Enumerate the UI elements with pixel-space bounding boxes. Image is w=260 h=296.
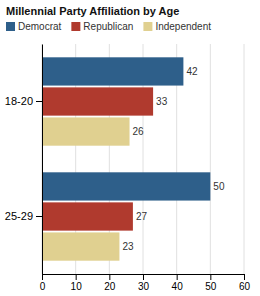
tick-label: 10 xyxy=(71,281,83,292)
tick-mark xyxy=(36,101,42,102)
grid-line xyxy=(244,44,245,274)
tick: 18-20 xyxy=(5,95,42,107)
tick-mark xyxy=(76,274,77,280)
tick-mark xyxy=(244,274,245,280)
grid xyxy=(42,44,244,274)
tick-label: 50 xyxy=(205,281,217,292)
tick: 60 xyxy=(239,274,251,292)
tick-mark xyxy=(109,274,110,280)
tick-label: 20 xyxy=(104,281,116,292)
x-axis: 0 10 20 30 40 50 60 xyxy=(40,274,251,292)
legend-label: Democrat xyxy=(18,21,62,32)
tick: 40 xyxy=(172,274,184,292)
tick-label: 0 xyxy=(40,281,46,292)
legend-item: Democrat xyxy=(6,21,62,32)
chart: Millennial Party Affiliation by Age Democ… xyxy=(0,0,260,296)
bars xyxy=(42,57,210,260)
tick-mark xyxy=(210,274,211,280)
data-label: 33 xyxy=(156,96,168,107)
tick: 30 xyxy=(138,274,150,292)
tick: 50 xyxy=(205,274,217,292)
data-label: 42 xyxy=(186,66,198,77)
tick-label: 30 xyxy=(138,281,150,292)
tick: 25-29 xyxy=(5,210,42,222)
bar xyxy=(42,87,153,115)
legend-item: Independent xyxy=(143,21,211,32)
bar xyxy=(42,117,130,145)
data-label: 23 xyxy=(122,241,134,252)
title: Millennial Party Affiliation by Age xyxy=(6,5,179,17)
bar xyxy=(42,57,183,85)
data-label: 50 xyxy=(213,181,225,192)
tick-mark xyxy=(42,274,43,280)
bar xyxy=(42,202,133,230)
tick-label: 25-29 xyxy=(5,210,33,222)
legend-swatch xyxy=(143,22,152,31)
plot: 42 50 33 27 26 23 0 10 20 30 40 50 60 18-20 25-29 xyxy=(5,44,251,292)
legend-item: Republican xyxy=(71,21,133,32)
axis-line xyxy=(43,275,245,281)
tick-label: 60 xyxy=(239,281,251,292)
legend-label: Independent xyxy=(155,21,211,32)
tick: 20 xyxy=(104,274,116,292)
tick-mark xyxy=(177,274,178,280)
legend: Democrat Republican Independent xyxy=(6,21,211,32)
tick-label: 40 xyxy=(172,281,184,292)
data-label: 27 xyxy=(136,211,148,222)
tick: 10 xyxy=(71,274,83,292)
tick: 0 xyxy=(40,274,46,292)
grid-line xyxy=(42,44,43,274)
tick-mark xyxy=(36,216,42,217)
bar xyxy=(42,232,119,260)
tick-label: 18-20 xyxy=(5,95,33,107)
data-label: 26 xyxy=(133,126,145,137)
axis-line xyxy=(42,45,43,275)
legend-label: Republican xyxy=(83,21,133,32)
legend-swatch xyxy=(71,22,80,31)
grid-line xyxy=(210,44,211,274)
data-labels: 42 50 33 27 26 23 xyxy=(122,66,224,252)
bar xyxy=(42,172,210,200)
tick-mark xyxy=(143,274,144,280)
legend-swatch xyxy=(6,22,15,31)
y-axis: 18-20 25-29 xyxy=(5,45,43,275)
